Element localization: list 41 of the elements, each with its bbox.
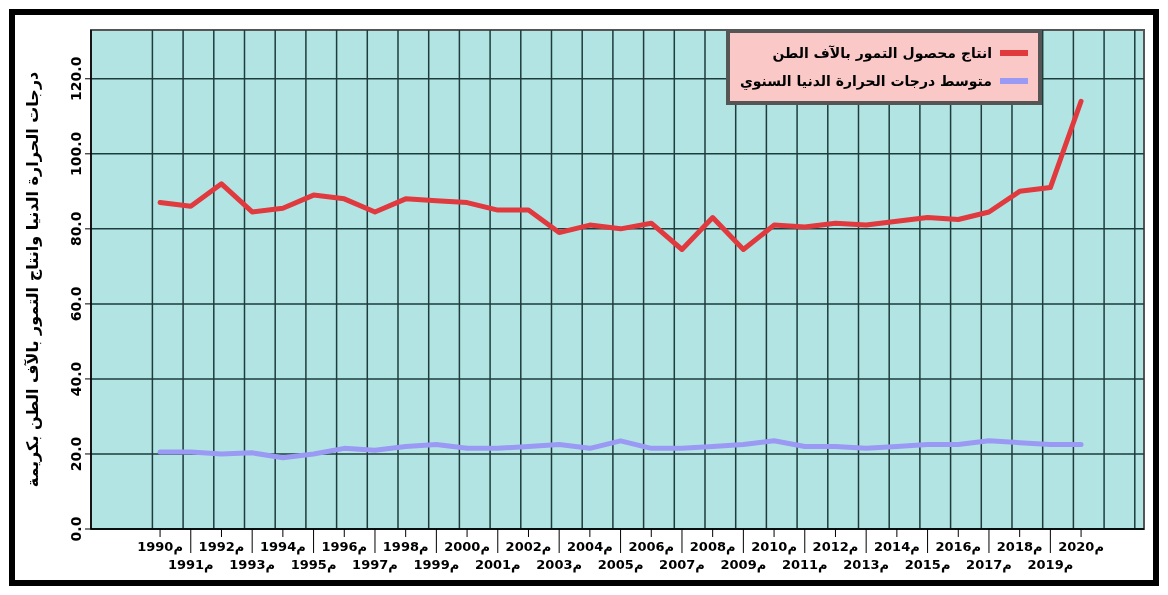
legend-label: انتاج محصول التمور بالآف الطن: [772, 45, 992, 62]
x-tick-label: 2015م: [904, 557, 951, 573]
x-tick-label: 1997م: [352, 557, 398, 573]
x-tick-label: 2020م: [1058, 539, 1104, 555]
y-tick-label: 20.0: [68, 436, 84, 472]
x-tick-label: 2000م: [444, 539, 490, 555]
x-tick-label: 2013م: [843, 557, 890, 573]
x-tick-label: 2010م: [751, 539, 797, 555]
x-tick-label: 2019م: [1027, 557, 1074, 573]
x-tick-label: 2008م: [689, 539, 736, 555]
x-tick-label: 2007م: [659, 557, 705, 573]
x-tick-label: 1991م: [167, 557, 214, 573]
y-axis-title: درجات الحرارة الدنيا وانتاج التمور بالآف الطن بكريمة: [23, 71, 42, 488]
x-tick-label: 1994م: [260, 539, 306, 555]
x-tick-label: 2009م: [720, 557, 767, 573]
x-tick-label: 2016م: [935, 539, 982, 555]
x-tick-label: 2014م: [874, 539, 920, 555]
x-tick-label: 2001م: [474, 557, 521, 573]
x-tick-label: 2005م: [597, 557, 644, 573]
x-tick-label: 1992م: [198, 539, 245, 555]
x-tick-label: 2011م: [781, 557, 828, 573]
y-tick-label: 80.0: [68, 211, 84, 247]
x-tick-label: 1993م: [229, 557, 276, 573]
y-tick-label: 100.0: [68, 131, 84, 176]
legend-label: متوسط درجات الحرارة الدنيا السنوي: [739, 73, 992, 91]
x-tick-label: 2006م: [628, 539, 675, 555]
x-tick-label: 2004م: [567, 539, 613, 555]
y-tick-label: 40.0: [68, 361, 84, 397]
y-tick-label: 120.0: [68, 56, 84, 101]
x-tick-label: 2018م: [996, 539, 1043, 555]
x-tick-label: 2002م: [505, 539, 552, 555]
x-tick-label: 2003م: [536, 557, 583, 573]
y-tick-label: 0.0: [68, 516, 84, 542]
x-tick-label: 2012م: [812, 539, 859, 555]
x-tick-label: 1995م: [290, 557, 337, 573]
x-tick-label: 1999م: [413, 557, 460, 573]
x-tick-label: 2017م: [966, 557, 1012, 573]
y-tick-label: 60.0: [68, 286, 84, 322]
x-tick-label: 1996م: [321, 539, 368, 555]
x-tick-label: 1998م: [382, 539, 429, 555]
x-tick-label: 1990م: [137, 539, 183, 555]
